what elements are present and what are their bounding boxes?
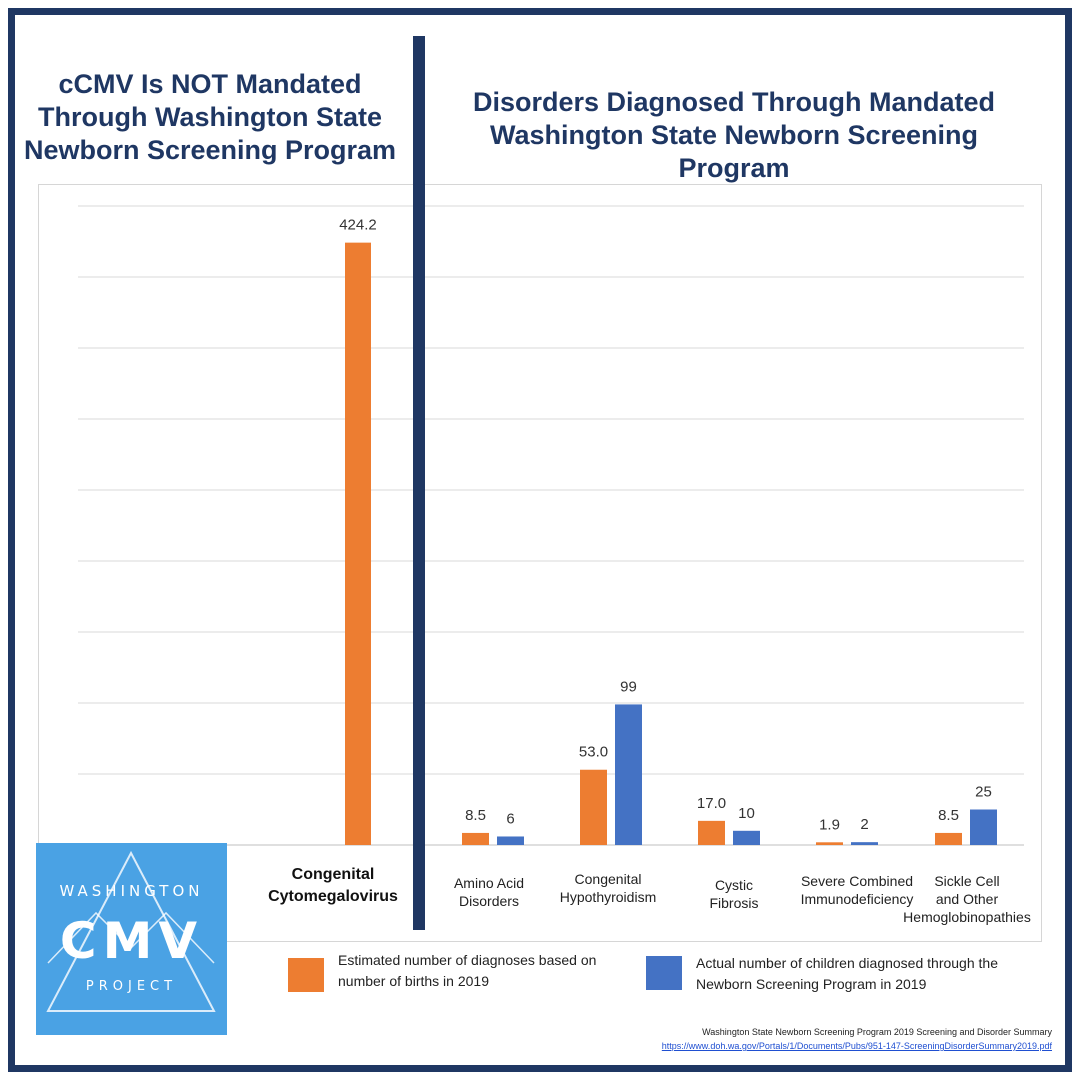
bar-actual xyxy=(615,704,642,845)
data-label: 25 xyxy=(975,784,992,801)
category-label: Amino Acid Disorders xyxy=(429,874,549,910)
bar-estimated xyxy=(580,769,607,845)
bar-actual xyxy=(851,842,878,845)
legend-label-line: Estimated number of diagnoses based on xyxy=(338,952,597,968)
source-title: Washington State Newborn Screening Progr… xyxy=(702,1027,1052,1037)
bar-estimated xyxy=(935,832,962,845)
legend-swatch-actual xyxy=(646,956,682,990)
left-heading: cCMV Is NOT Mandated Through Washington … xyxy=(22,68,398,167)
data-label: 10 xyxy=(738,805,755,822)
category-label-line: Congenital xyxy=(574,871,642,887)
data-label: 17.0 xyxy=(697,795,726,812)
section-divider xyxy=(413,36,425,930)
data-label: 8.5 xyxy=(465,807,486,824)
legend-label-estimated: Estimated number of diagnoses based on n… xyxy=(338,950,638,992)
data-label: 1.9 xyxy=(819,816,840,833)
logo-top-text: WASHINGTON xyxy=(59,882,204,900)
bar-actual xyxy=(733,830,760,845)
legend-swatch-estimated xyxy=(288,958,324,992)
category-label-line: Severe Combined xyxy=(800,873,914,889)
data-label: 99 xyxy=(620,678,637,695)
bar-estimated xyxy=(816,842,843,845)
category-label-line: Amino Acid xyxy=(453,875,525,891)
category-label: Sickle Cell and Other Hemoglobinopathies xyxy=(892,872,1042,926)
plot-area xyxy=(38,184,1042,942)
legend-label-actual: Actual number of children diagnosed thro… xyxy=(696,953,1046,995)
legend-label-line: Newborn Screening Program in 2019 xyxy=(696,976,927,992)
category-label-line: Fibrosis xyxy=(709,895,759,911)
bar-estimated xyxy=(345,242,371,846)
logo-bottom-text: PROJECT xyxy=(85,979,178,994)
category-label-line: Disorders xyxy=(459,893,519,909)
category-label-line: Cytomegalovirus xyxy=(268,888,398,905)
category-label-line: and Other xyxy=(935,891,999,907)
right-heading-line: Washington State Newborn Screening Progr… xyxy=(489,120,979,183)
right-heading-line: Disorders Diagnosed Through Mandated xyxy=(472,87,996,117)
mountain-triangle-icon xyxy=(46,850,216,1012)
data-label: 53.0 xyxy=(579,744,608,761)
data-label: 8.5 xyxy=(938,807,959,824)
bar-actual xyxy=(970,809,997,845)
category-label-line: Immunodeficiency xyxy=(800,891,914,907)
source-link[interactable]: https://www.doh.wa.gov/Portals/1/Documen… xyxy=(661,1041,1052,1051)
legend-label-line: Actual number of children diagnosed thro… xyxy=(696,955,998,971)
data-label: 424.2 xyxy=(339,217,377,234)
right-heading: Disorders Diagnosed Through Mandated Was… xyxy=(436,86,1032,185)
source-citation: Washington State Newborn Screening Progr… xyxy=(540,1025,1052,1053)
category-label: Congenital Cytomegalovirus xyxy=(243,864,423,908)
left-heading-line: Through Washington State xyxy=(38,102,382,132)
bar-estimated xyxy=(698,820,725,845)
category-label-line: Congenital xyxy=(291,866,375,883)
category-label: Cystic Fibrosis xyxy=(679,876,789,912)
category-label-line: Cystic xyxy=(714,877,754,893)
legend-label-line: number of births in 2019 xyxy=(338,973,489,989)
logo-main-text: CMV xyxy=(59,912,204,970)
category-label-line: Sickle Cell xyxy=(934,873,1000,889)
category-label: Congenital Hypothyroidism xyxy=(538,870,678,906)
data-label: 2 xyxy=(860,816,868,833)
washington-cmv-project-logo: WASHINGTON CMV PROJECT xyxy=(36,843,227,1035)
category-label: Severe Combined Immunodeficiency xyxy=(777,872,937,908)
category-label-line: Hemoglobinopathies xyxy=(903,909,1031,925)
left-heading-line: Newborn Screening Program xyxy=(23,135,397,165)
category-label-line: Hypothyroidism xyxy=(559,889,657,905)
data-label: 6 xyxy=(506,810,514,827)
left-heading-line: cCMV Is NOT Mandated xyxy=(58,69,362,99)
bar-estimated xyxy=(462,832,489,845)
bar-actual xyxy=(497,836,524,845)
